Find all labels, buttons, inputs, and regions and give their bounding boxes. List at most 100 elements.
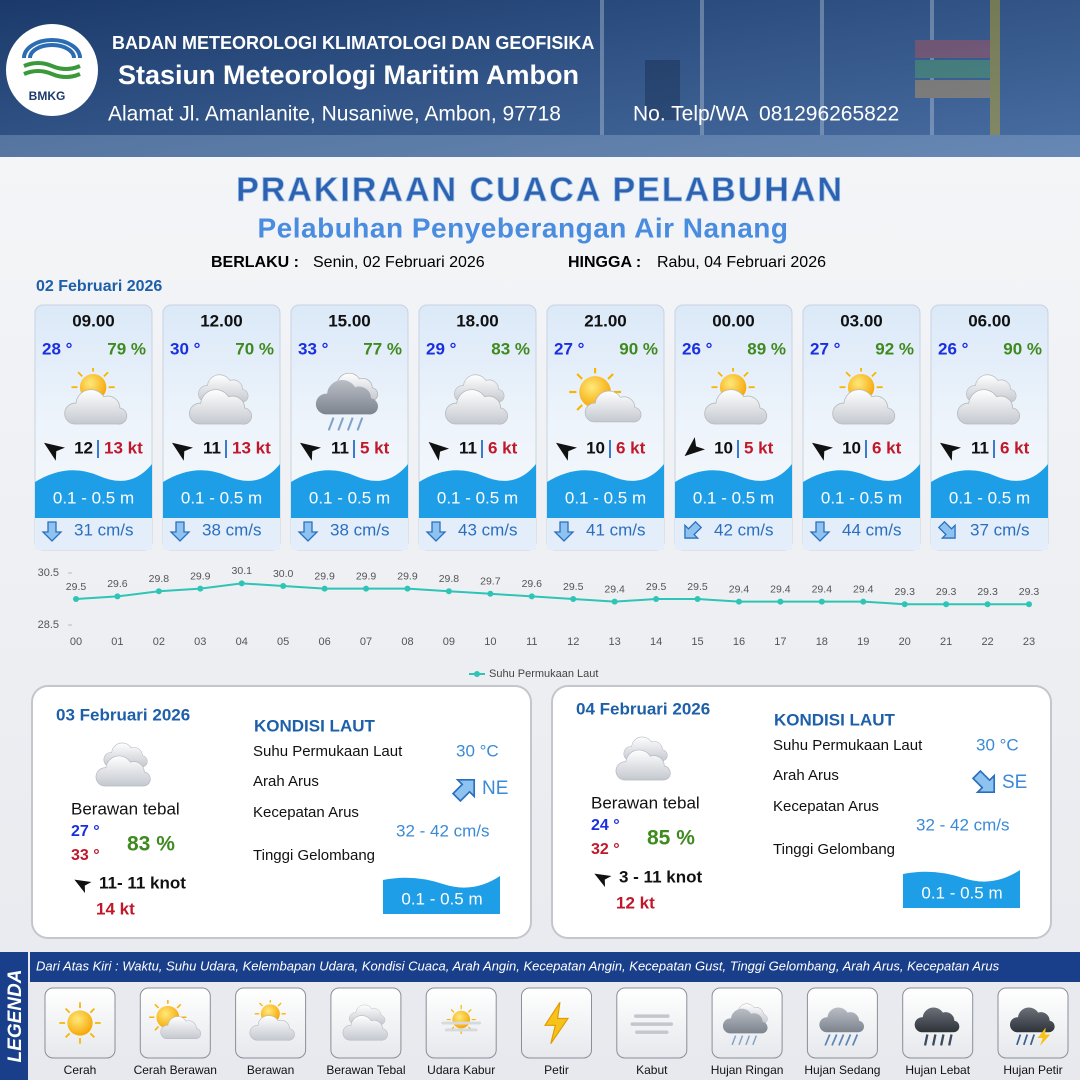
main-title: PRAKIRAAN CUACA PELABUHAN (236, 171, 844, 209)
sst-label: Suhu Permukaan Laut (773, 737, 923, 754)
data-label: 29.9 (356, 570, 377, 582)
data-label: 29.4 (604, 583, 625, 595)
gust-speed: 6 kt (488, 438, 518, 457)
dir-value: SE (1002, 772, 1027, 793)
forecast-card: 00.00 26 ° 89 % 10 5 kt 0.1 - 0.5 m 42 cm/s (674, 304, 793, 551)
wave-height: 0.1 - 0.5 m (53, 488, 134, 507)
header: BMKG BADAN METEOROLOGI KLIMATOLOGI DAN G… (0, 0, 1080, 157)
legend: LEGENDA Dari Atas Kiri : Waktu, Suhu Uda… (0, 952, 1080, 1080)
header-bg (0, 0, 1080, 157)
data-point (611, 598, 618, 605)
data-point (818, 598, 825, 605)
forecast-date: 02 Februari 2026 (36, 278, 162, 295)
data-point (114, 593, 121, 600)
day-date: 04 Februari 2026 (576, 699, 710, 718)
speed-label: Kecepatan Arus (773, 798, 879, 815)
card-humidity: 90 % (619, 339, 658, 358)
series-line (75, 582, 1029, 606)
data-label: 29.3 (936, 586, 957, 598)
legend-title: LEGENDA (5, 970, 26, 1063)
data-label: 30.0 (273, 568, 294, 580)
y-tick-label: 30.5 (38, 567, 59, 579)
data-point (1026, 601, 1032, 608)
data-point (943, 601, 950, 608)
data-label: 29.4 (729, 583, 750, 595)
data-label: 29.9 (314, 570, 335, 582)
data-point (860, 598, 867, 605)
day-wave-shape (383, 876, 500, 914)
gust-speed: 6 kt (872, 438, 902, 457)
card-time: 03.00 (840, 311, 883, 330)
gust-speed: 6 kt (616, 438, 646, 457)
card-time: 06.00 (968, 311, 1011, 330)
current-speed: 38 cm/s (202, 520, 262, 539)
x-tick-label: 21 (940, 636, 952, 648)
legend-item-label: Hujan Petir (1003, 1063, 1062, 1077)
card-humidity: 79 % (107, 339, 146, 358)
gust-speed: 6 kt (1000, 438, 1030, 457)
x-tick-label: 01 (111, 636, 123, 648)
day-gust: 14 kt (96, 899, 135, 918)
card-humidity: 89 % (747, 339, 786, 358)
data-point (321, 585, 328, 592)
legend-item-label: Petir (544, 1063, 569, 1077)
wave-shape (547, 464, 664, 518)
valid-to: Rabu, 04 Februari 2026 (657, 254, 826, 271)
data-point (528, 593, 535, 600)
forecast-cards: 09.00 28 ° 79 % 12 13 kt 0.1 - 0.5 m 31 cm/s 12… (34, 304, 1049, 551)
valid-from: Senin, 02 Februari 2026 (313, 254, 485, 271)
forecast-card: 21.00 27 ° 90 % 10 6 kt 0.1 - 0.5 m 41 cm/s (546, 304, 665, 551)
x-tick-label: 22 (981, 636, 993, 648)
card-temp: 26 ° (938, 339, 969, 358)
x-tick-label: 10 (484, 636, 496, 648)
logo-text: BMKG (29, 89, 66, 103)
data-label: 29.8 (149, 573, 170, 585)
gust-speed: 13 kt (104, 438, 143, 457)
data-label: 29.4 (853, 583, 874, 595)
x-tick-label: 02 (153, 636, 165, 648)
wind-speed: 11 (971, 438, 989, 457)
data-point (487, 590, 494, 597)
day-gust: 12 kt (616, 893, 655, 912)
card-humidity: 77 % (363, 339, 402, 358)
gust-speed: 5 kt (360, 438, 390, 457)
wave-height: 0.1 - 0.5 m (693, 488, 774, 507)
card-temp: 27 ° (810, 339, 841, 358)
legend-item-label: Hujan Sedang (804, 1063, 880, 1077)
data-label: 29.9 (397, 570, 418, 582)
wave-shape (803, 464, 920, 518)
legend-description-bar (30, 952, 1080, 982)
x-tick-label: 03 (194, 636, 206, 648)
legend-swatch-dot (474, 671, 480, 677)
data-label: 29.3 (977, 586, 998, 598)
sst-label: Suhu Permukaan Laut (253, 743, 403, 760)
wave-shape (163, 464, 280, 518)
x-tick-label: 08 (401, 636, 413, 648)
speed-value: 32 - 42 cm/s (916, 815, 1010, 834)
x-tick-label: 05 (277, 636, 289, 648)
org-name: BADAN METEOROLOGI KLIMATOLOGI DAN GEOFIS… (112, 33, 594, 53)
card-humidity: 70 % (235, 339, 274, 358)
day-temp-max: 32 ° (591, 841, 620, 858)
legend-label: Suhu Permukaan Laut (489, 668, 598, 680)
x-tick-label: 00 (70, 636, 82, 648)
dir-label: Arah Arus (253, 773, 319, 790)
dir-label: Arah Arus (773, 767, 839, 784)
day-wave-shape (903, 870, 1020, 908)
y-tick-label: 28.5 (38, 619, 59, 631)
card-temp: 30 ° (170, 339, 201, 358)
data-label: 29.4 (770, 583, 791, 595)
wind-speed: 11 (203, 438, 221, 457)
day-humidity: 85 % (647, 827, 695, 850)
day-wind: 3 - 11 knot (619, 867, 702, 886)
phone: No. Telp/WA 081296265822 (633, 103, 899, 126)
day-weather: Berawan tebal (71, 799, 180, 818)
legend-item-label: Udara Kabur (427, 1063, 495, 1077)
data-point (197, 585, 204, 592)
wave-height: 0.1 - 0.5 m (309, 488, 390, 507)
x-tick-label: 15 (691, 636, 703, 648)
wave-label: Tinggi Gelombang (773, 841, 895, 858)
sea-heading: KONDISI LAUT (254, 716, 376, 735)
data-point (73, 596, 79, 602)
legend-item-label: Hujan Ringan (711, 1063, 784, 1077)
